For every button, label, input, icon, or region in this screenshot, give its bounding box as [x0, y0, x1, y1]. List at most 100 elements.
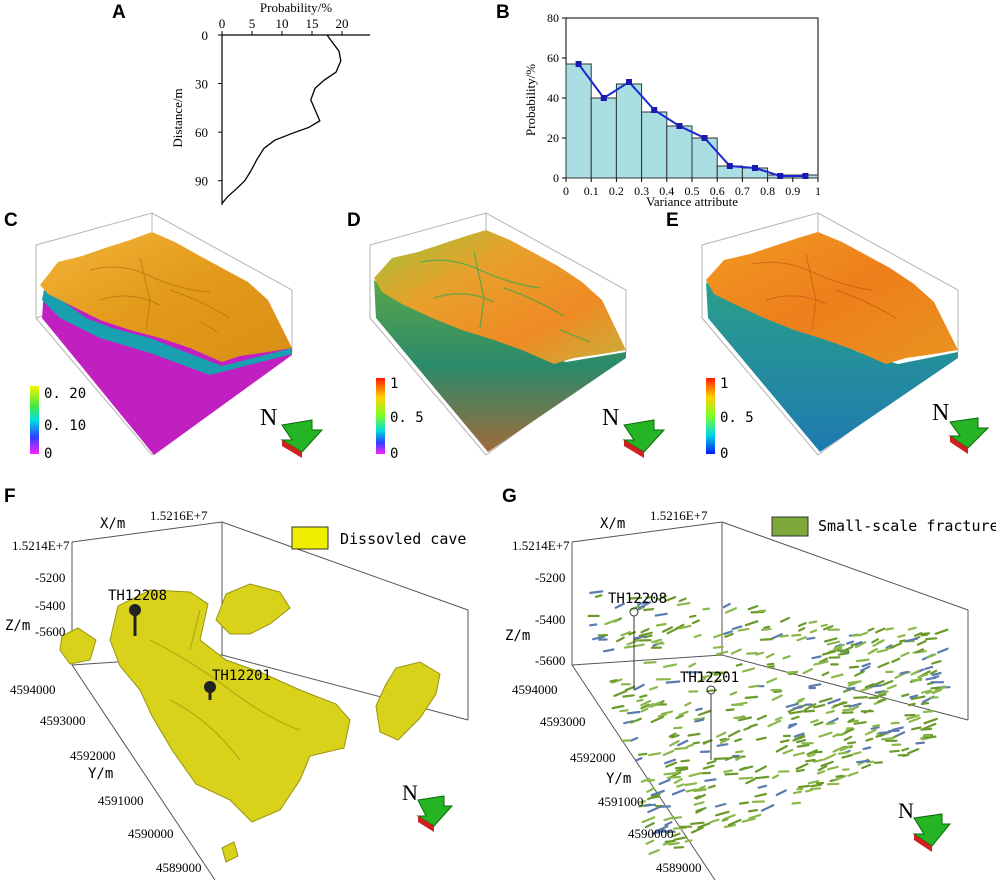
panel-f-y-tick-4: 4591000	[98, 793, 144, 808]
fracture-mark-230	[676, 739, 689, 747]
fracture-mark-65	[830, 673, 844, 679]
panel-f-legend-label: Dissovled cave	[340, 530, 466, 548]
fracture-mark-475	[688, 614, 697, 619]
chart-b-y-tick-label-3: 60	[547, 51, 559, 65]
fracture-mark-242	[666, 775, 682, 779]
chart-a-y-tick-label-0: 0	[202, 28, 209, 43]
chart-b-y-tick-label-2: 40	[547, 91, 559, 105]
fracture-mark-244	[678, 597, 687, 603]
fracture-mark-461	[782, 748, 794, 755]
block-e	[701, 212, 959, 456]
fracture-mark-404	[614, 602, 626, 609]
fracture-mark-308	[646, 787, 655, 793]
fracture-mark-124	[766, 662, 775, 666]
fracture-mark-394	[843, 735, 853, 742]
fracture-mark-111	[651, 638, 663, 644]
panel-g-y-axis-label: Y/m	[606, 771, 631, 787]
fracture-mark-176	[766, 677, 778, 684]
fracture-mark-8	[808, 683, 822, 688]
fracture-mark-402	[688, 662, 697, 668]
fracture-mark-412	[805, 758, 816, 763]
fracture-mark-491	[899, 639, 907, 643]
fracture-mark-490	[738, 766, 747, 771]
fracture-mark-313	[770, 633, 783, 640]
fracture-mark-432	[931, 660, 942, 665]
fracture-mark-454	[785, 702, 799, 708]
fracture-mark-406	[748, 813, 762, 820]
fracture-mark-458	[727, 729, 741, 738]
fracture-mark-164	[745, 778, 756, 785]
fracture-mark-204	[747, 808, 759, 813]
fracture-mark-135	[806, 636, 816, 641]
fracture-mark-182	[634, 757, 643, 762]
fracture-mark-177	[760, 627, 772, 632]
fracture-mark-213	[754, 775, 770, 780]
fracture-mark-24	[859, 686, 873, 693]
panel-letter-e: E	[666, 210, 679, 231]
chart-b-bar-0	[565, 63, 592, 179]
fracture-mark-384	[877, 690, 889, 696]
fracture-mark-71	[869, 684, 883, 688]
chart-b-bars	[565, 63, 819, 179]
fracture-mark-243	[792, 751, 805, 757]
fracture-mark-253	[712, 645, 724, 649]
chart-b-marker-4	[676, 123, 683, 129]
fracture-mark-259	[724, 772, 739, 776]
fracture-mark-464	[807, 753, 816, 758]
chart-b-bar-5	[691, 137, 718, 179]
fracture-mark-116	[864, 728, 877, 736]
fracture-mark-151	[855, 658, 870, 663]
chart-b-marker-3	[651, 107, 658, 113]
panel-f-z-tick-2: -5400	[35, 598, 65, 613]
fracture-mark-181	[854, 640, 867, 649]
fracture-mark-245	[832, 745, 845, 753]
fracture-mark-26	[616, 636, 625, 643]
chart-b-y-tick-label-0: 0	[553, 171, 559, 185]
fracture-mark-497	[748, 684, 760, 689]
fracture-mark-237	[650, 789, 665, 797]
fracture-mark-474	[818, 697, 833, 703]
fracture-mark-358	[705, 689, 718, 693]
fracture-mark-516	[691, 619, 701, 625]
fracture-mark-42	[715, 650, 729, 656]
fracture-mark-75	[640, 703, 650, 710]
fracture-mark-427	[845, 640, 855, 645]
chart-b-x-tick-label-2: 0.2	[609, 184, 624, 198]
chart-b-markers	[575, 61, 809, 179]
fracture-mark-92	[643, 634, 653, 639]
panel-g-well-2: TH12201	[680, 670, 739, 686]
fracture-mark-171	[821, 650, 837, 656]
fracture-mark-105	[686, 743, 695, 748]
fracture-mark-392	[719, 737, 730, 745]
panel-letter-g: G	[502, 486, 517, 507]
fracture-mark-109	[666, 626, 681, 635]
fracture-mark-45	[696, 677, 707, 683]
fracture-mark-200	[796, 635, 808, 642]
fracture-mark-215	[712, 632, 726, 639]
fracture-mark-231	[841, 753, 854, 759]
fracture-mark-44	[623, 645, 633, 649]
chart-b-marker-9	[802, 173, 809, 179]
fracture-mark-295	[861, 763, 872, 770]
fracture-mark-455	[724, 607, 738, 614]
fracture-mark-225	[788, 722, 798, 727]
fracture-mark-388	[647, 752, 662, 757]
fracture-mark-189	[915, 648, 925, 654]
fracture-mark-9	[684, 701, 692, 707]
fracture-mark-500	[664, 821, 673, 827]
fracture-mark-274	[637, 752, 648, 756]
fracture-mark-453	[837, 751, 850, 755]
fracture-mark-53	[779, 616, 791, 623]
fracture-mark-219	[649, 685, 659, 691]
panel-g-y-tick-5: 4590000	[628, 826, 674, 841]
fracture-mark-271	[626, 639, 640, 646]
chart-b-x-tick-label-6: 0.6	[710, 184, 725, 198]
fracture-mark-346	[713, 670, 728, 677]
fracture-mark-178	[775, 744, 788, 753]
fracture-mark-433	[630, 736, 639, 742]
north-arrow-g: N	[898, 798, 952, 852]
block-e-texture	[751, 253, 897, 331]
fracture-mark-359	[916, 639, 927, 646]
north-arrow-d-label: N	[602, 405, 619, 431]
chart-a-x-tick-label-4: 20	[336, 16, 349, 31]
